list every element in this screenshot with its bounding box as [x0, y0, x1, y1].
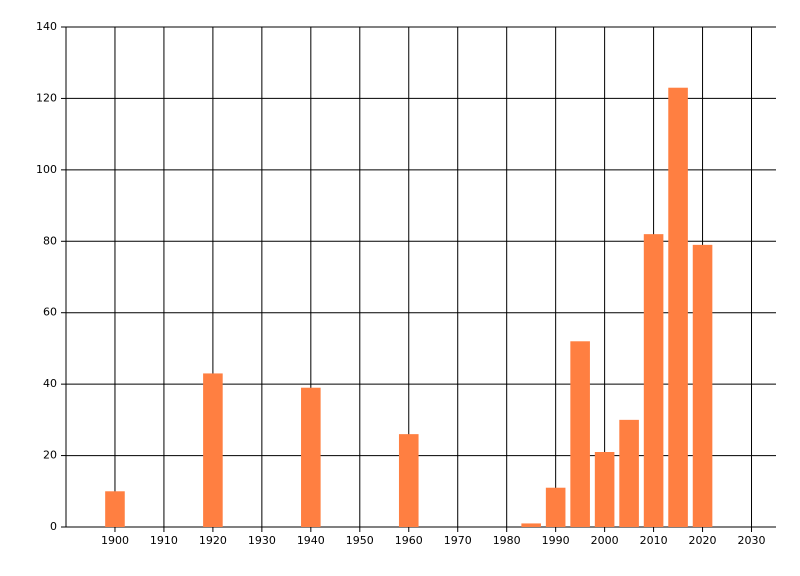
y-tick-label: 0: [50, 520, 57, 533]
y-tick-label: 120: [36, 91, 57, 104]
x-tick-label: 1900: [101, 534, 129, 547]
x-tick-label: 1960: [395, 534, 423, 547]
x-tick-label: 1950: [346, 534, 374, 547]
y-tick-label: 100: [36, 163, 57, 176]
y-tick-label: 60: [43, 306, 57, 319]
bar: [545, 487, 566, 527]
y-tick-label: 40: [43, 377, 57, 390]
bar: [398, 434, 419, 527]
bar: [668, 87, 688, 527]
bar: [619, 419, 639, 527]
y-tick-label: 140: [36, 20, 57, 33]
x-tick-label: 1920: [199, 534, 227, 547]
bar: [203, 373, 223, 527]
x-tick-label: 1980: [493, 534, 521, 547]
x-tick-label: 2000: [591, 534, 619, 547]
bar: [521, 523, 541, 527]
x-tick-label: 1940: [297, 534, 325, 547]
x-tick-label: 1990: [542, 534, 570, 547]
x-tick-label: 2020: [689, 534, 717, 547]
bar: [692, 244, 713, 527]
x-tick-label: 1930: [248, 534, 276, 547]
x-tick-label: 1970: [444, 534, 472, 547]
bar: [594, 452, 615, 527]
bar: [301, 387, 321, 527]
x-tick-label: 1910: [150, 534, 178, 547]
x-tick-label: 2030: [738, 534, 766, 547]
y-tick-label: 80: [43, 234, 57, 247]
bar: [643, 234, 664, 527]
y-tick-label: 20: [43, 449, 57, 462]
bar: [105, 491, 125, 527]
bar: [570, 341, 590, 527]
x-tick-label: 2010: [640, 534, 668, 547]
